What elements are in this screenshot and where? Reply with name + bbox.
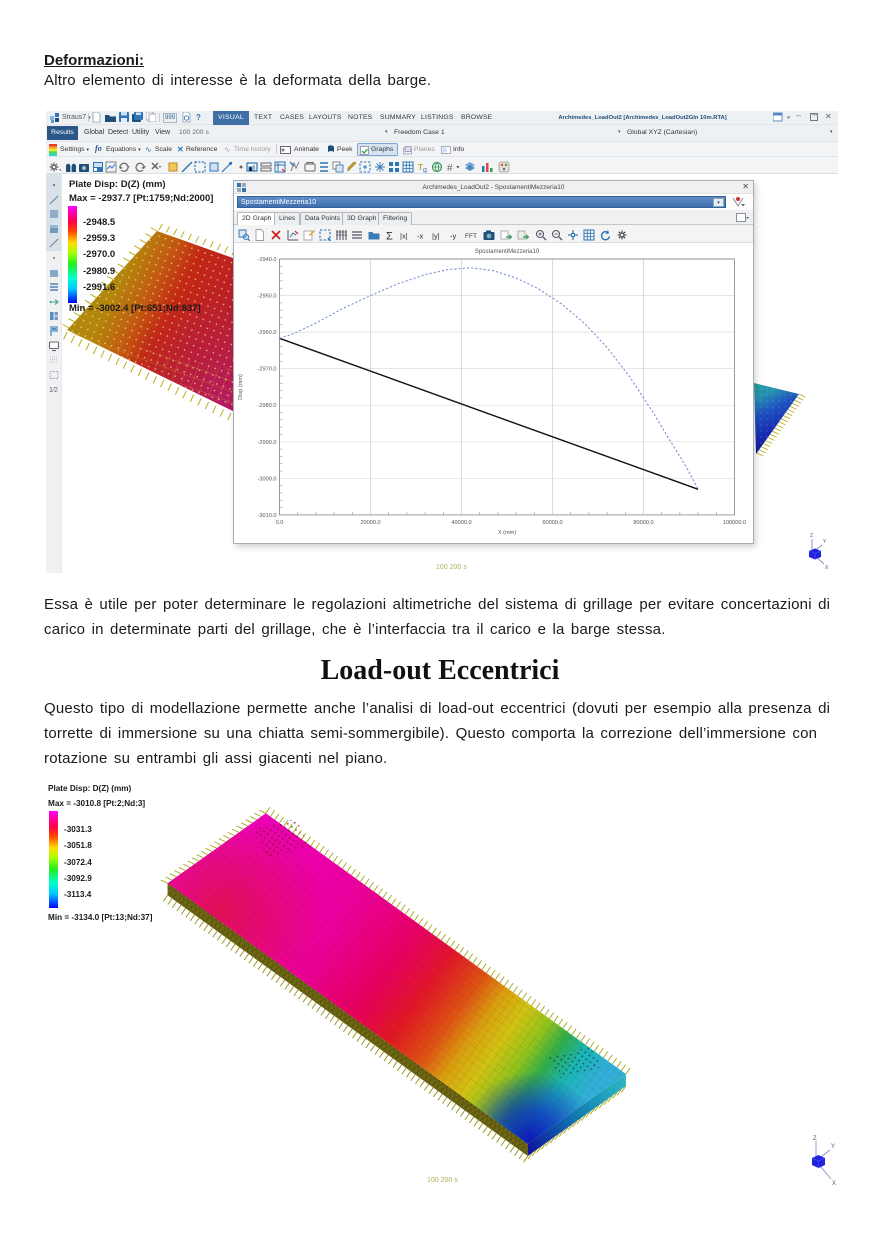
svg-text:g: g	[423, 167, 427, 173]
svg-text:80000.0: 80000.0	[633, 520, 653, 526]
svg-text:-2960.0: -2960.0	[258, 330, 277, 336]
svg-text:-3010.0: -3010.0	[258, 513, 277, 519]
svg-text:Z: Z	[810, 533, 813, 539]
svg-text:Y: Y	[831, 1144, 835, 1150]
svg-text:-2950.0: -2950.0	[258, 294, 277, 300]
svg-text:0.0: 0.0	[276, 520, 284, 526]
svg-text:-2990.0: -2990.0	[258, 440, 277, 446]
svg-text:X: X	[832, 1181, 836, 1187]
svg-text:-2970.0: -2970.0	[258, 367, 277, 373]
svg-text:-y: -y	[450, 232, 456, 241]
svg-text:-2980.0: -2980.0	[258, 403, 277, 409]
svg-text:Z: Z	[813, 1136, 817, 1142]
svg-text:SpostamentiMezzeria10: SpostamentiMezzeria10	[475, 249, 540, 255]
svg-text:100000.0: 100000.0	[723, 520, 746, 526]
svg-text:T: T	[418, 163, 423, 172]
svg-text:Σ: Σ	[386, 231, 393, 242]
svg-text:-2940.0: -2940.0	[258, 257, 277, 263]
svg-text:FFT: FFT	[465, 233, 477, 240]
svg-text:-3000.0: -3000.0	[258, 476, 277, 482]
svg-text:Y: Y	[823, 539, 827, 545]
svg-text:1⁄2: 1⁄2	[49, 387, 58, 394]
svg-text:-x: -x	[417, 232, 423, 241]
svg-text:Disp (mm): Disp (mm)	[238, 374, 244, 400]
svg-text:X (mm): X (mm)	[498, 530, 516, 536]
svg-text:40000.0: 40000.0	[451, 520, 471, 526]
svg-text:60000.0: 60000.0	[542, 520, 562, 526]
svg-text:#: #	[447, 163, 453, 173]
svg-text:20000.0: 20000.0	[360, 520, 380, 526]
svg-text:|x|: |x|	[400, 232, 408, 241]
svg-text:X: X	[825, 565, 829, 571]
svg-text:|y|: |y|	[432, 232, 440, 241]
